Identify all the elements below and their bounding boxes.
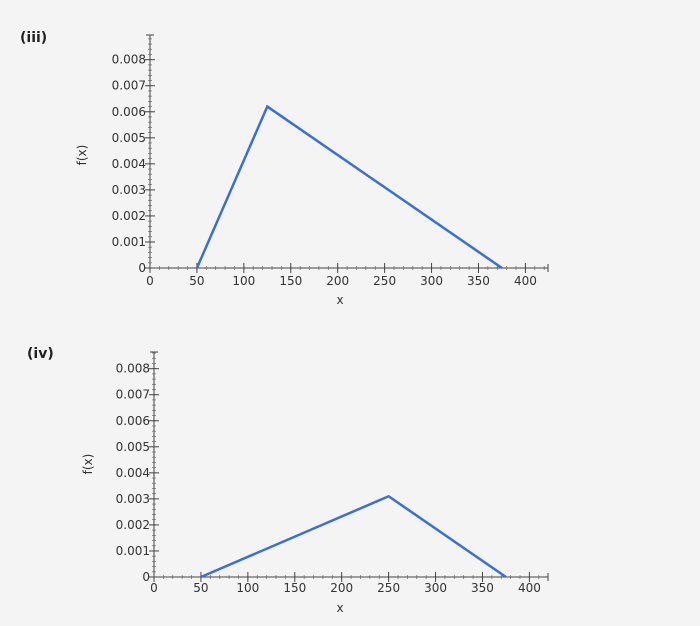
y-tick-label-iii: 0.007 [112,79,146,93]
density-line-iv [200,494,507,579]
y-tick-label-iv: 0.007 [116,388,150,402]
y-tick-label-iii: 0.005 [112,131,146,145]
x-tick-label-iii: 150 [279,274,302,288]
y-tick-label-iv: 0.001 [116,544,150,558]
y-tick-label-iii: 0.004 [112,157,146,171]
panel-label-iii: (iii) [20,30,48,46]
x-tick-label-iii: 200 [326,274,349,288]
y-tick-label-iv: 0.002 [116,518,150,532]
x-tick-label-iv: 0 [150,581,158,595]
x-tick-label-iii: 250 [373,274,396,288]
y-tick-label-iv: 0.006 [116,414,150,428]
y-axis-title-iv: f(x) [81,454,95,475]
y-tick-label-iii: 0.006 [112,105,146,119]
x-tick-label-iii: 0 [146,274,154,288]
y-tick-label-iii: 0.008 [112,53,146,67]
x-tick-label-iv: 100 [236,581,259,595]
y-tick-label-iv: 0.003 [116,492,150,506]
y-tick-label-iii: 0.003 [112,183,146,197]
y-tick-label-iii: 0.001 [112,235,146,249]
x-tick-label-iv: 400 [518,581,541,595]
x-tick-label-iii: 300 [420,274,443,288]
x-tick-label-iii: 100 [232,274,255,288]
y-tick-label-iv: 0.005 [116,440,150,454]
y-tick-label-iv: 0.004 [116,466,150,480]
panel-label-iv: (iv) [27,346,54,362]
y-tick-label-iv: 0.008 [116,362,150,376]
y-tick-label-iii: 0.002 [112,209,146,223]
x-axis-title-iii: x [336,293,343,307]
x-tick-label-iii: 400 [514,274,537,288]
x-tick-label-iv: 150 [283,581,306,595]
x-tick-label-iv: 350 [471,581,494,595]
x-tick-label-iv: 300 [424,581,447,595]
y-axis-title-iii: f(x) [75,145,89,166]
density-line-iii [195,104,503,270]
x-tick-label-iii: 50 [189,274,204,288]
x-tick-label-iv: 250 [377,581,400,595]
x-tick-label-iv: 50 [193,581,208,595]
x-tick-label-iii: 350 [467,274,490,288]
x-axis-title-iv: x [336,601,343,615]
y-tick-label-iii: 0 [138,261,146,275]
y-tick-label-iv: 0 [142,570,150,584]
x-tick-label-iv: 200 [330,581,353,595]
